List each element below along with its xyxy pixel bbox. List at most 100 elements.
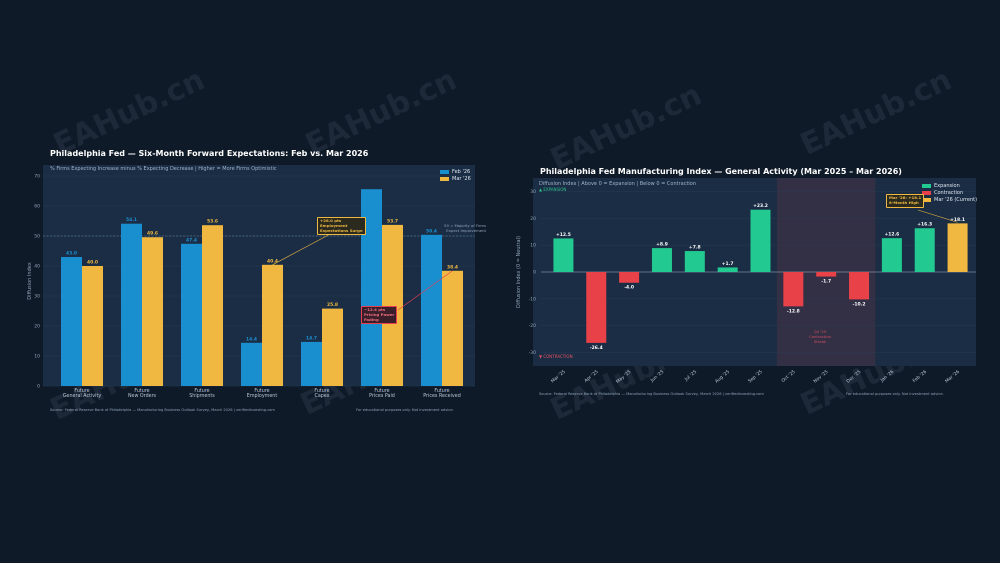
legend: Expansion Contraction Mar '26 (Current)	[922, 182, 977, 203]
data-label: -10.2	[853, 301, 866, 307]
chart-subtitle: % Firms Expecting Increase minus % Expec…	[50, 166, 277, 172]
bar-expansion	[750, 209, 771, 272]
x-tick-label: Capex	[314, 393, 329, 399]
x-tick-label: Future	[134, 388, 149, 394]
data-label: +12.5	[556, 232, 571, 238]
bar-feb	[361, 189, 382, 386]
callout-line: +26.0 pts	[320, 218, 342, 223]
data-label: 40.0	[87, 260, 98, 266]
x-tick-label: Prices Received	[423, 393, 461, 399]
bar-feb	[421, 234, 442, 386]
bar-mar	[382, 224, 403, 386]
bar-mar	[202, 225, 223, 386]
legend-item-mar: Mar '26	[440, 175, 471, 182]
x-tick-label: Mar '26	[944, 369, 961, 385]
legend: Feb '26 Mar '26	[440, 168, 471, 182]
bar-contraction	[619, 272, 640, 283]
bar-mar	[322, 308, 343, 386]
y-tick-label: -10	[529, 296, 536, 302]
data-label: 14.7	[306, 335, 317, 341]
data-label: -12.8	[787, 308, 800, 314]
bar-expansion	[651, 248, 672, 272]
callout-arrow	[397, 270, 453, 311]
legend-label: Feb '26	[452, 168, 471, 175]
source-note: Source: Federal Reserve Bank of Philadel…	[539, 392, 764, 396]
chart-title: Philadelphia Fed Manufacturing Index — G…	[540, 167, 902, 176]
bar-expansion	[881, 238, 902, 272]
x-tick-label: Shipments	[189, 393, 215, 399]
data-label: +1.7	[722, 261, 734, 267]
shade-note-line: Q4 '25	[813, 329, 827, 334]
forward-expectations-panel: Philadelphia Fed — Six-Month Forward Exp…	[27, 146, 486, 418]
threshold-note: 50 = Majority of Firms Expect Improvemen…	[426, 223, 486, 234]
legend-item-current: Mar '26 (Current)	[922, 196, 977, 203]
x-tick-label: Future	[254, 388, 269, 394]
employment-callout: +26.0 pts Employment Expectations Surge	[317, 217, 366, 236]
chart-title: Philadelphia Fed — Six-Month Forward Exp…	[50, 149, 369, 158]
data-label: +8.9	[656, 242, 668, 248]
callout-line: Employment	[320, 222, 348, 228]
threshold-note-line: 50 = Majority of Firms	[444, 223, 486, 228]
x-tick-label: Aug '25	[714, 369, 731, 385]
legend-label: Mar '26	[452, 175, 471, 182]
y-tick-label: 20	[530, 216, 536, 222]
bar-mar	[142, 237, 163, 386]
data-label: 40.4	[267, 258, 278, 264]
legend-swatch	[922, 190, 931, 195]
pricing-callout: −12.4 pts Pricing Power Fading	[361, 306, 398, 325]
callout-arrow	[272, 231, 335, 266]
bar-expansion	[553, 238, 574, 272]
disclaimer: For educational purposes only. Not inves…	[356, 408, 454, 412]
y-tick-label: 60	[34, 204, 40, 210]
shade-note-line: Streak	[813, 338, 827, 344]
legend-label: Expansion	[934, 182, 960, 189]
callout-line: Pricing Power	[364, 311, 395, 317]
y-axis-label: Diffusion Index (0 = Neutral)	[516, 236, 522, 308]
data-label: +23.2	[753, 203, 768, 209]
legend-swatch	[922, 197, 931, 202]
callout-line: −12.4 pts	[364, 307, 386, 312]
general-activity-chart: -30 -20 -10 0 10 20 30 Diffusion Index (0 = Neu…	[516, 178, 976, 385]
data-label: 47.4	[186, 237, 197, 243]
callout-arrow	[917, 209, 958, 223]
y-tick-label: 0	[533, 270, 536, 276]
legend-label: Contraction	[934, 189, 964, 196]
watermark: EAHub.cn	[795, 62, 957, 163]
data-label: 25.8	[327, 302, 338, 308]
threshold-note-line: Expect Improvement	[446, 227, 486, 233]
general-activity-panel: Philadelphia Fed Manufacturing Index — G…	[516, 164, 983, 409]
x-tick-label: Future	[314, 388, 329, 394]
y-tick-label: 40	[34, 264, 40, 270]
expansion-label: ▲ EXPANSION	[539, 187, 567, 192]
contraction-label: ▼ CONTRACTION	[539, 354, 573, 359]
bar-feb	[181, 243, 202, 386]
legend-swatch	[922, 183, 931, 188]
bar-contraction	[849, 272, 870, 300]
forward-expectations-chart: 0 10 20 30 40 50 60 70 Diffusion Index 43.0 40.0 Fu…	[27, 174, 475, 399]
x-tick-label: New Orders	[128, 393, 157, 399]
y-tick-label: 20	[34, 324, 40, 330]
data-label: 14.4	[246, 336, 257, 342]
x-tick-label: Prices Paid	[369, 393, 395, 399]
x-tick-label: Future	[74, 388, 89, 394]
x-tick-label: General Activity	[63, 393, 102, 399]
x-tick-label: Jun '25	[649, 369, 666, 384]
x-tick-label: Employment	[247, 393, 278, 399]
callout-line: 6-Month High	[889, 199, 919, 205]
callout-line: Expectations Surge	[320, 227, 363, 233]
watermark: EAHub.cn	[545, 77, 707, 178]
bar-current	[947, 223, 968, 272]
bar-feb	[301, 341, 322, 386]
current-callout: Mar '26: +18.1 6-Month High	[886, 194, 925, 208]
shade-note-line: Contraction	[808, 333, 832, 339]
x-tick-label: Feb '26	[912, 369, 928, 384]
y-tick-label: 50	[34, 234, 40, 240]
data-label: 53.6	[207, 219, 218, 225]
data-label: 43.0	[66, 251, 77, 257]
data-label: 49.6	[147, 231, 158, 237]
bar-contraction	[816, 272, 837, 277]
data-label: 53.7	[387, 218, 398, 224]
disclaimer: For educational purposes only. Not inves…	[846, 392, 944, 396]
x-tick-label: Mar '25	[550, 369, 567, 385]
bar-mar	[82, 266, 103, 386]
